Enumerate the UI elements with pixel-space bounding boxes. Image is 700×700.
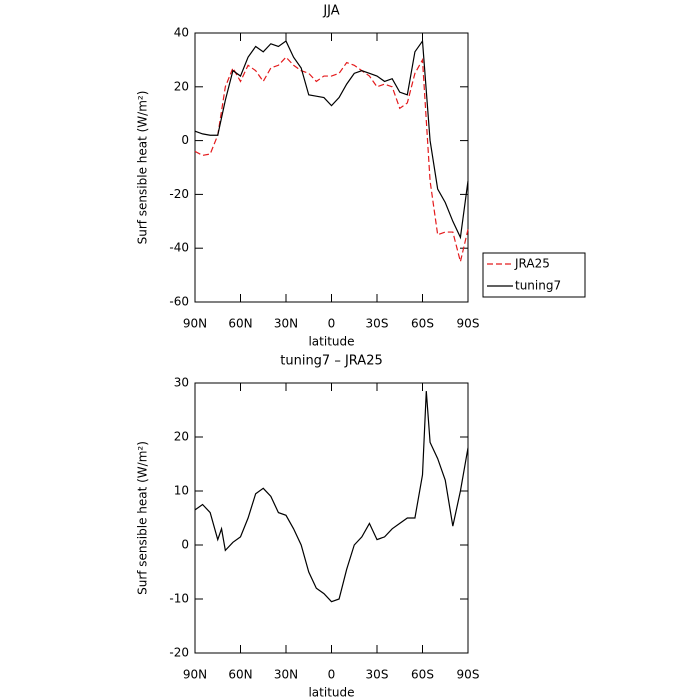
x-tick-label: 90S [457, 668, 480, 682]
x-tick-label: 60N [228, 317, 252, 331]
y-tick-label: 20 [174, 79, 189, 93]
x-tick-label: 90S [457, 317, 480, 331]
y-tick-label: -20 [169, 646, 189, 660]
y-tick-label: 20 [174, 430, 189, 444]
data-line [194, 391, 469, 603]
x-tick-label: 60S [411, 668, 434, 682]
y-axis-label: Surf sensible heat (W/m²) [136, 441, 150, 595]
y-tick-label: 0 [181, 538, 189, 552]
legend-label: tuning7 [515, 279, 561, 293]
x-axis-label: latitude [308, 335, 354, 349]
y-tick-label: 40 [174, 26, 189, 40]
y-tick-label: 10 [174, 484, 189, 498]
chart-title: tuning7 – JRA25 [280, 354, 383, 369]
x-tick-label: 90N [183, 668, 207, 682]
x-tick-label: 0 [328, 668, 336, 682]
y-tick-label: -60 [169, 295, 189, 309]
data-line [194, 39, 469, 240]
y-tick-label: -40 [169, 241, 189, 255]
y-axis-label: Surf sensible heat (W/m²) [136, 91, 150, 245]
x-tick-label: 30S [366, 668, 389, 682]
y-tick-label: 0 [181, 133, 189, 147]
x-tick-label: 30S [366, 317, 389, 331]
legend-box [482, 252, 586, 298]
data-line [194, 56, 469, 262]
chart-title: JJA [322, 4, 339, 19]
x-tick-label: 30N [274, 668, 298, 682]
y-tick-label: -20 [169, 187, 189, 201]
x-tick-label: 0 [328, 317, 336, 331]
x-tick-label: 60S [411, 317, 434, 331]
x-tick-label: 90N [183, 317, 207, 331]
x-tick-label: 30N [274, 317, 298, 331]
x-tick-label: 60N [228, 668, 252, 682]
y-tick-label: -10 [169, 592, 189, 606]
x-axis-label: latitude [308, 686, 354, 700]
y-tick-label: 30 [174, 376, 189, 390]
legend-label: JRA25 [514, 257, 550, 271]
plot-frame [194, 382, 469, 654]
